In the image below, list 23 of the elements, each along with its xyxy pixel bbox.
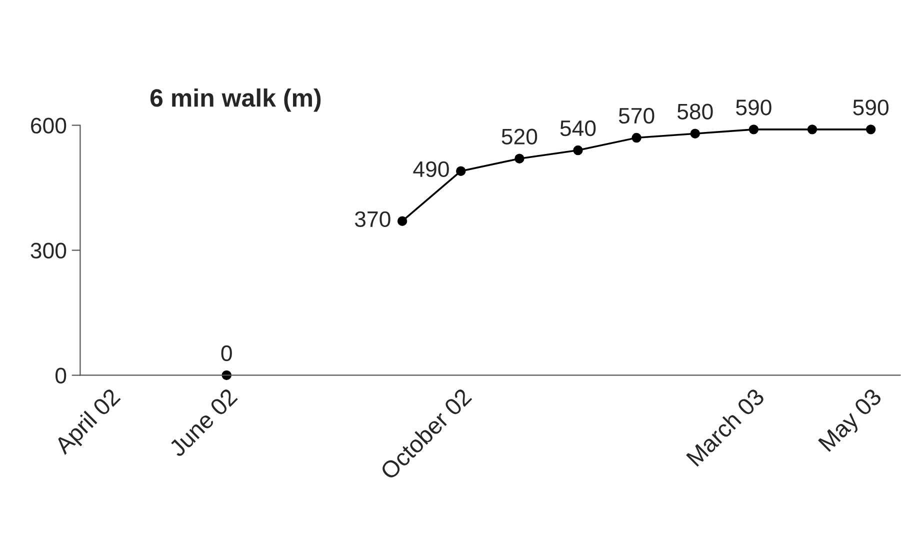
y-tick-label: 300 [30, 242, 66, 259]
data-label: 580 [677, 104, 713, 120]
chart-title: 6 min walk (m) [150, 88, 321, 112]
y-tick-label: 600 [31, 118, 66, 134]
x-tick-label: May 03 [818, 388, 886, 456]
y-tick-label: 0 [56, 368, 66, 384]
point [514, 154, 524, 164]
point [573, 145, 583, 156]
point [632, 132, 642, 143]
data-label: 570 [618, 108, 654, 124]
data-label: 540 [560, 120, 596, 136]
data-label: 370 [354, 211, 390, 228]
point [866, 124, 876, 134]
data-label: 490 [413, 161, 449, 178]
point [748, 124, 759, 134]
data-label: 520 [502, 128, 538, 144]
data-label: 0 [221, 345, 232, 362]
data-label: 590 [853, 100, 888, 116]
point [690, 128, 700, 138]
data-label: 590 [736, 100, 772, 116]
point [456, 166, 466, 176]
point [397, 216, 408, 226]
point [807, 124, 818, 134]
